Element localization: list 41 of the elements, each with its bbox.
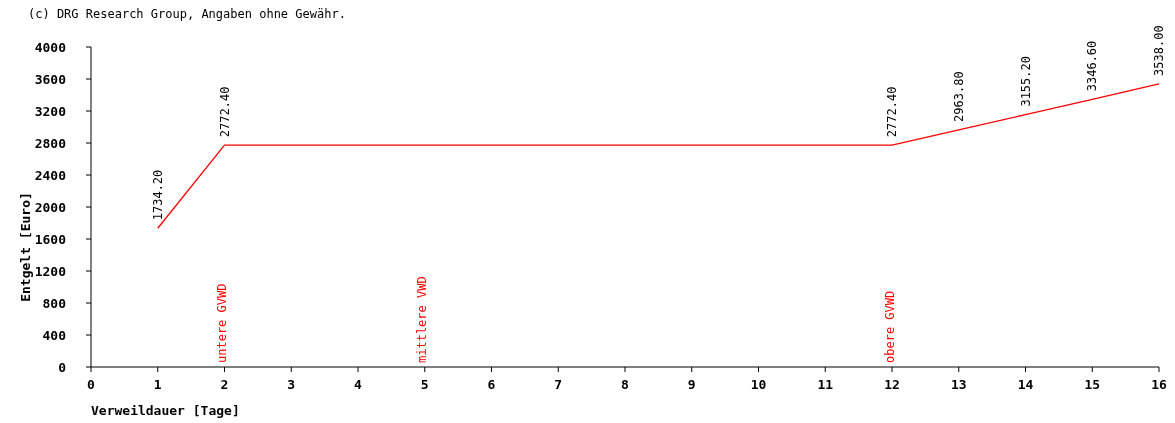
- text: (c) DRG Research Group, Angaben ohne Gewähr.: [28, 7, 346, 21]
- data-label: 2963.80: [951, 71, 966, 122]
- y-tick-label: 2000: [34, 200, 67, 215]
- x-tick-label: 12: [884, 377, 900, 392]
- data-label: 3155.20: [1018, 56, 1033, 107]
- y-tick-label: 0: [58, 360, 67, 375]
- x-tick-label: 13: [950, 377, 967, 392]
- x-tick-label: 5: [420, 377, 429, 392]
- x-tick-label: 0: [87, 377, 96, 392]
- x-tick-label: 10: [750, 377, 767, 392]
- y-tick-label: 4000: [34, 40, 67, 55]
- x-tick-label: 6: [487, 377, 496, 392]
- y-tick-label: 1600: [34, 232, 67, 247]
- x-tick-label: 4: [354, 377, 363, 392]
- data-label: 2772.40: [885, 86, 899, 138]
- y-tick-label: 800: [42, 296, 67, 311]
- data-label: 3346.60: [1085, 40, 1100, 92]
- y-axis-title: Entgelt [Euro]: [18, 192, 33, 302]
- x-tick-label: 7: [554, 377, 563, 392]
- y-tick-label: 1200: [34, 264, 67, 279]
- x-tick-label: 1: [153, 377, 162, 392]
- x-tick-label: 3: [287, 377, 296, 392]
- annotation: untere GVWD: [215, 283, 229, 363]
- y-tick-label: 2400: [34, 168, 67, 183]
- x-tick-label: 14: [1017, 377, 1034, 392]
- x-tick-label: 11: [817, 377, 834, 392]
- x-tick-label: 2: [220, 377, 229, 392]
- x-tick-label: 9: [687, 377, 696, 392]
- y-tick-label: 3600: [34, 72, 67, 87]
- x-tick-label: 8: [621, 377, 630, 392]
- y-tick-label: 400: [42, 328, 67, 343]
- x-tick-label: 15: [1084, 377, 1101, 392]
- annotation: obere GVWD: [883, 290, 897, 363]
- x-tick-label: 16: [1151, 377, 1167, 392]
- data-label: 3538.00: [1152, 25, 1166, 76]
- annotation: mittlere VWD: [415, 276, 429, 363]
- data-label: 1734.20: [150, 169, 165, 221]
- y-tick-label: 2800: [34, 136, 67, 151]
- y-tick-label: 3200: [34, 104, 67, 119]
- x-axis-title: Verweildauer [Tage]: [91, 403, 240, 418]
- data-label: 2772.40: [217, 86, 232, 138]
